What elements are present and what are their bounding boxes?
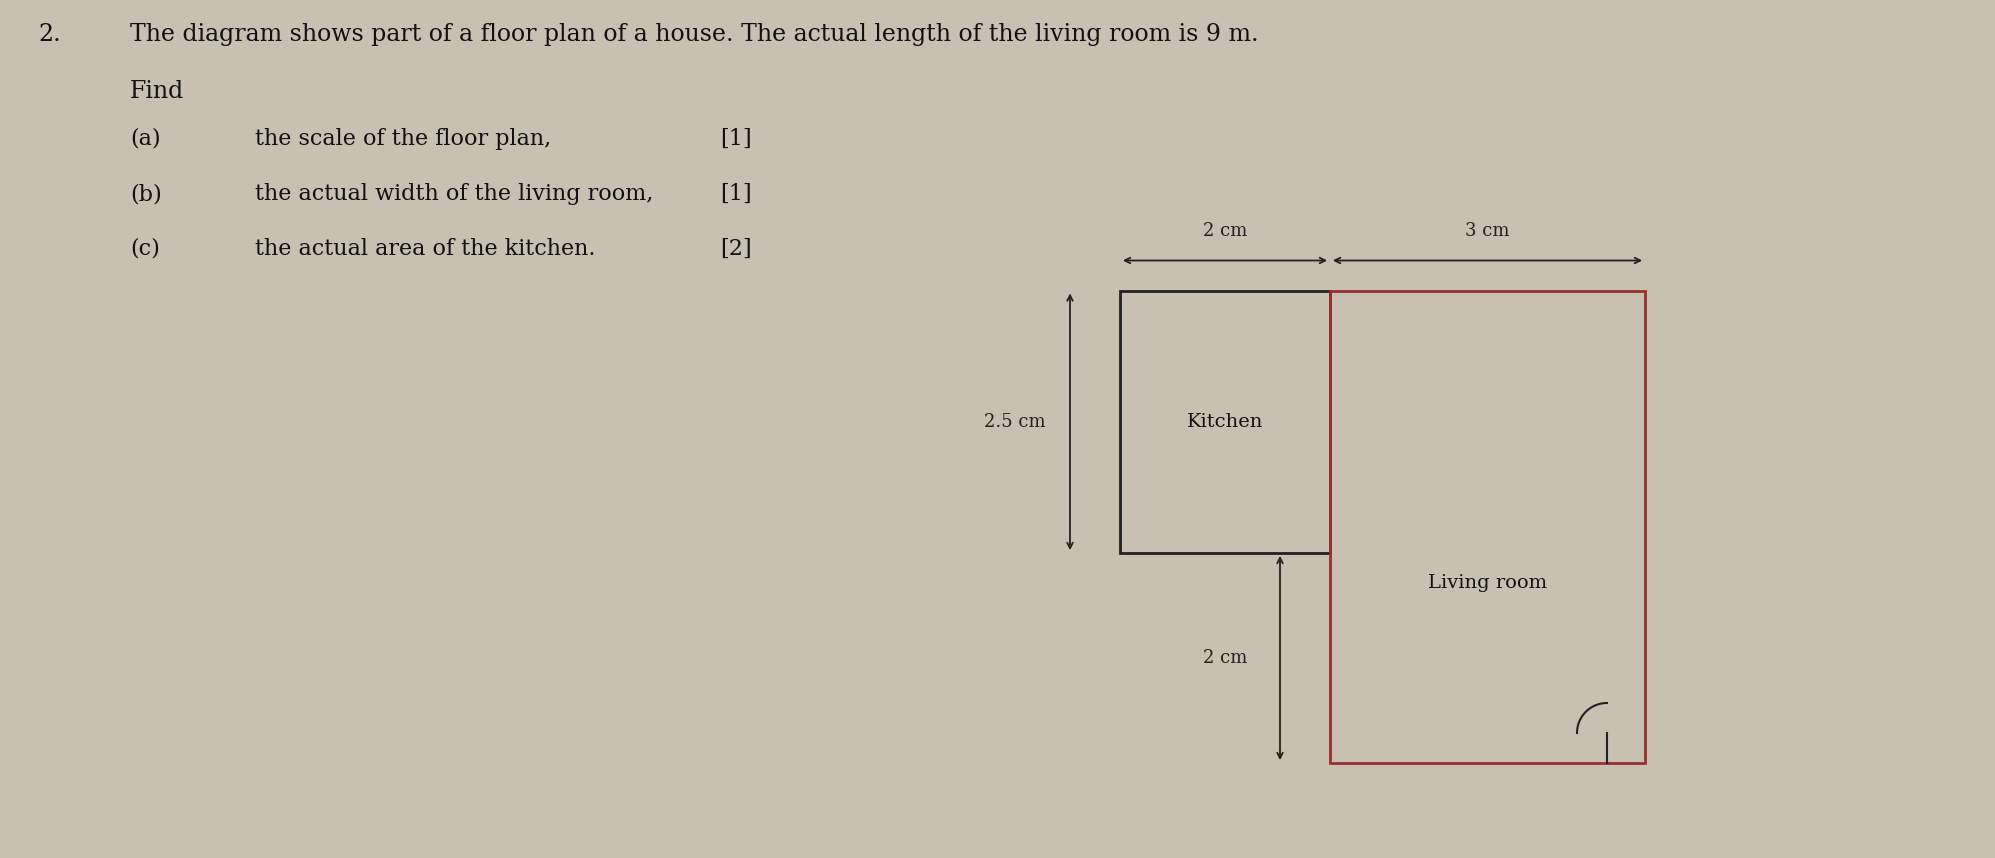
Text: [1]: [1] [720,183,752,205]
Text: 2.5 cm: 2.5 cm [984,413,1045,431]
Text: (a): (a) [130,128,162,150]
Text: (b): (b) [130,183,162,205]
Text: The diagram shows part of a floor plan of a house. The actual length of the livi: The diagram shows part of a floor plan o… [130,23,1259,46]
Text: [2]: [2] [720,238,752,260]
Text: Living room: Living room [1428,575,1546,593]
Text: Find: Find [130,80,184,103]
Text: 2 cm: 2 cm [1203,649,1247,667]
Text: the actual width of the living room,: the actual width of the living room, [255,183,654,205]
Text: 2.: 2. [38,23,60,46]
Bar [1331,291,1646,763]
Text: (c): (c) [130,238,160,260]
Text: 3 cm: 3 cm [1464,222,1510,240]
Text: [1]: [1] [720,128,752,150]
Bar [1119,291,1331,553]
Text: the scale of the floor plan,: the scale of the floor plan, [255,128,551,150]
Text: the actual area of the kitchen.: the actual area of the kitchen. [255,238,595,260]
Text: 2 cm: 2 cm [1203,222,1247,240]
Text: Kitchen: Kitchen [1187,413,1263,431]
